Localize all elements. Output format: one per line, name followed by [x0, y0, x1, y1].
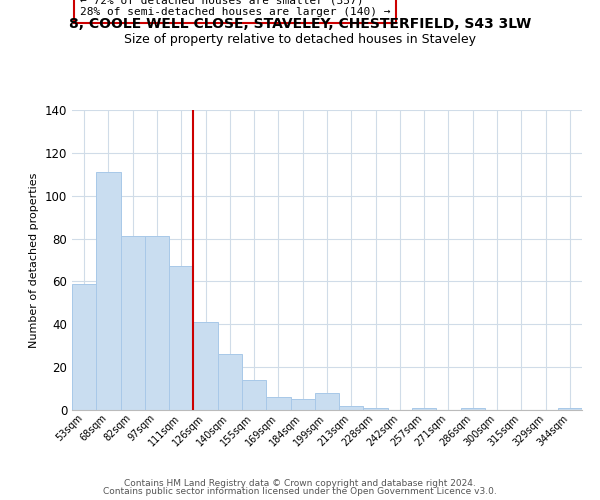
Bar — [364, 408, 388, 410]
Bar — [96, 172, 121, 410]
Text: 8 COOLE WELL CLOSE: 118sqm
← 72% of detached houses are smaller (357)
28% of sem: 8 COOLE WELL CLOSE: 118sqm ← 72% of deta… — [80, 0, 390, 17]
Bar — [461, 408, 485, 410]
Bar — [169, 266, 193, 410]
Bar — [558, 408, 582, 410]
Bar — [290, 400, 315, 410]
Bar — [242, 380, 266, 410]
Bar — [218, 354, 242, 410]
Text: Size of property relative to detached houses in Staveley: Size of property relative to detached ho… — [124, 32, 476, 46]
Text: Contains public sector information licensed under the Open Government Licence v3: Contains public sector information licen… — [103, 487, 497, 496]
Bar — [145, 236, 169, 410]
Y-axis label: Number of detached properties: Number of detached properties — [29, 172, 39, 348]
Bar — [339, 406, 364, 410]
Bar — [315, 393, 339, 410]
Text: Contains HM Land Registry data © Crown copyright and database right 2024.: Contains HM Land Registry data © Crown c… — [124, 478, 476, 488]
Bar — [193, 322, 218, 410]
Bar — [72, 284, 96, 410]
Bar — [412, 408, 436, 410]
Bar — [121, 236, 145, 410]
Bar — [266, 397, 290, 410]
Text: 8, COOLE WELL CLOSE, STAVELEY, CHESTERFIELD, S43 3LW: 8, COOLE WELL CLOSE, STAVELEY, CHESTERFI… — [69, 18, 531, 32]
